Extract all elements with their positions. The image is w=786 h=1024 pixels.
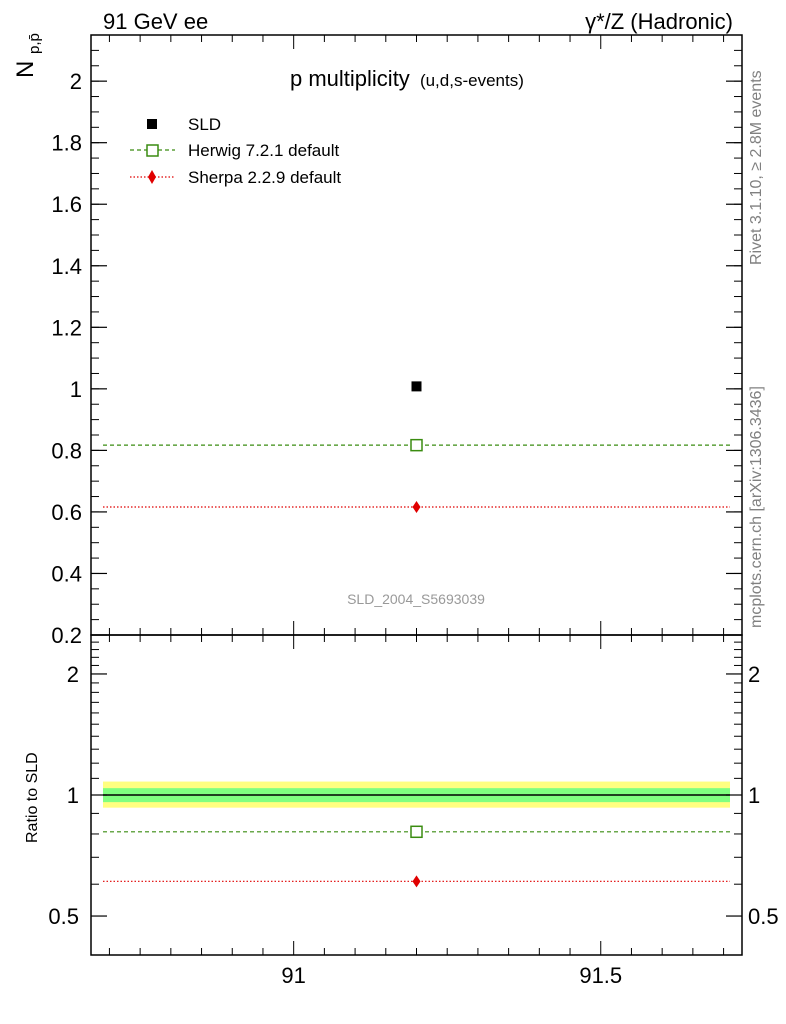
main-ytick-label: 1 bbox=[70, 377, 82, 402]
process-label: γ*/Z (Hadronic) bbox=[585, 9, 733, 34]
legend-sherpa-marker bbox=[148, 170, 156, 184]
main-ytick-label: 0.8 bbox=[51, 438, 82, 463]
main-ytick-label: 0.4 bbox=[51, 561, 82, 586]
ratio-ytick-label-left: 1 bbox=[67, 783, 79, 808]
rivet-label: Rivet 3.1.10, ≥ 2.8M events bbox=[748, 70, 765, 265]
energy-label: 91 GeV ee bbox=[103, 9, 208, 34]
ratio-points bbox=[410, 825, 423, 888]
watermark-label: SLD_2004_S5693039 bbox=[347, 591, 485, 607]
main-ytick-label: 1.8 bbox=[51, 131, 82, 156]
main-y-axis-label-main: N bbox=[12, 61, 39, 78]
ratio-ytick-label-right: 2 bbox=[748, 662, 760, 687]
main-model-lines bbox=[103, 444, 730, 508]
main-point-sherpa bbox=[412, 501, 421, 513]
main-ticks: 0.2 0.4 0.6 0.8 1 1.2 1.4 1.6 1.8 2 bbox=[51, 35, 742, 648]
ratio-xtick-label: 91.5 bbox=[579, 963, 622, 988]
main-ytick-label: 2 bbox=[70, 69, 82, 94]
ratio-xtick-label: 91 bbox=[281, 963, 305, 988]
legend-sherpa-label: Sherpa 2.2.9 default bbox=[188, 168, 341, 187]
main-y-axis-label-sub: p,p̄ bbox=[26, 33, 43, 54]
main-panel: 0.2 0.4 0.6 0.8 1 1.2 1.4 1.6 1.8 2 p multiplicit… bbox=[12, 33, 743, 648]
ratio-ytick-label-right: 1 bbox=[748, 783, 760, 808]
main-ytick-label: 1.6 bbox=[51, 192, 82, 217]
main-ytick-label: 1.4 bbox=[51, 254, 82, 279]
ratio-point-herwig bbox=[410, 825, 423, 839]
ratio-ytick-label-left: 0.5 bbox=[48, 904, 79, 929]
legend: SLD Herwig 7.2.1 default Sherpa 2.2.9 de… bbox=[130, 115, 341, 187]
mcplots-label: mcplots.cern.ch [arXiv:1306.3436] bbox=[748, 386, 765, 628]
main-point-herwig bbox=[410, 438, 423, 452]
ratio-ytick-label-left: 2 bbox=[67, 662, 79, 687]
ratio-ytick-label-right: 0.5 bbox=[748, 904, 779, 929]
ratio-model-lines bbox=[103, 794, 730, 882]
main-point-data bbox=[411, 381, 422, 392]
main-ytick-label: 1.2 bbox=[51, 315, 82, 340]
ratio-point-sherpa bbox=[412, 875, 421, 888]
main-title-text: p multiplicity bbox=[290, 66, 410, 91]
main-ytick-label: 0.6 bbox=[51, 500, 82, 525]
legend-sld-label: SLD bbox=[188, 115, 221, 134]
legend-sld-marker bbox=[147, 119, 157, 129]
main-data-points bbox=[410, 381, 423, 513]
legend-herwig-marker bbox=[146, 144, 159, 157]
main-title: p multiplicity (u,d,s-events) bbox=[290, 66, 524, 91]
legend-herwig-label: Herwig 7.2.1 default bbox=[188, 141, 339, 160]
main-title-suffix: (u,d,s-events) bbox=[420, 71, 524, 90]
ratio-ticks: 0.5 0.5 1 1 2 2 91 91.5 bbox=[48, 635, 779, 988]
ratio-panel: 0.5 0.5 1 1 2 2 91 91.5 Ratio to SLD bbox=[24, 634, 779, 988]
main-y-axis-label: N p,p̄ bbox=[12, 33, 43, 78]
ratio-y-axis-label: Ratio to SLD bbox=[24, 752, 41, 843]
main-ytick-label: 0.2 bbox=[51, 623, 82, 648]
